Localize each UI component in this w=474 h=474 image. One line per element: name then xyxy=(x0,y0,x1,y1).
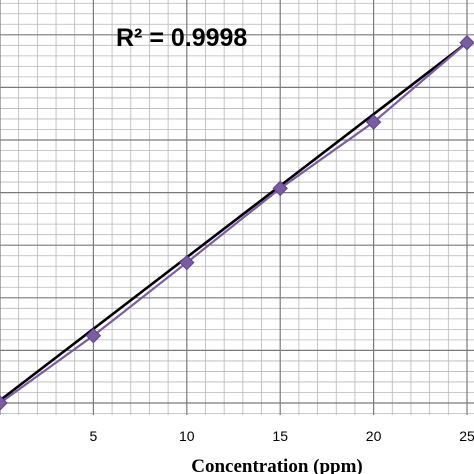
x-axis-title: Concentration (ppm) xyxy=(191,456,363,474)
x-tick-labels: 5 10 15 20 25 xyxy=(90,428,474,444)
data-point-marker xyxy=(85,327,102,344)
data-point-marker xyxy=(459,34,474,51)
minor-grid xyxy=(0,0,474,415)
series-layer xyxy=(0,34,474,411)
trendline-layer xyxy=(0,41,468,402)
x-tick-label: 15 xyxy=(272,428,288,444)
data-point-marker xyxy=(0,395,8,411)
major-grid xyxy=(0,0,474,415)
trendline xyxy=(0,41,468,402)
x-tick-label: 10 xyxy=(179,428,195,444)
x-tick-label: 25 xyxy=(459,428,474,444)
r-squared-annotation: R² = 0.9998 xyxy=(116,24,247,52)
x-tick-label: 20 xyxy=(366,428,382,444)
data-point-marker xyxy=(179,254,195,271)
series-line xyxy=(0,41,468,404)
x-tick-label: 5 xyxy=(90,428,98,444)
data-point-marker xyxy=(365,114,382,130)
data-point-marker xyxy=(272,180,288,197)
